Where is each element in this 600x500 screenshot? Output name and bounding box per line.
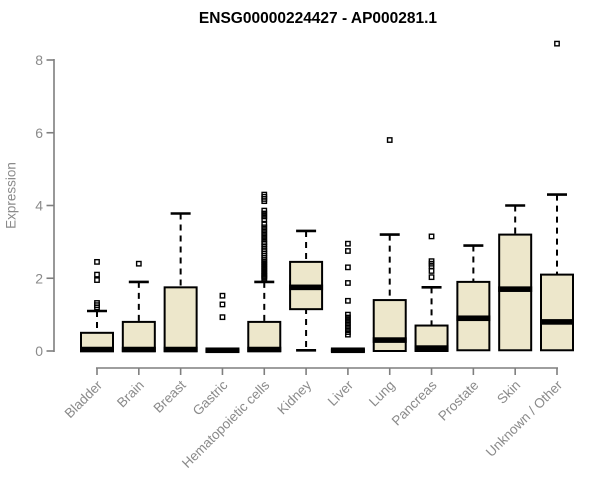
outlier-point (261, 233, 268, 239)
median-line (289, 284, 324, 291)
x-category-label: Unknown / Other (483, 377, 566, 460)
outlier-point (261, 227, 268, 234)
outlier-point (261, 221, 268, 228)
outlier-point (345, 317, 351, 324)
outlier-point (261, 207, 268, 214)
x-category-label: Breast (151, 377, 189, 415)
median-line (163, 346, 198, 353)
outlier-point (261, 230, 268, 237)
boxplot-hematopoietic-cells (247, 191, 282, 353)
y-tick-label: 6 (35, 125, 43, 141)
iqr-box (498, 233, 533, 352)
outlier-point (261, 210, 268, 217)
boxplot-liver (330, 240, 365, 354)
boxplot-skin (498, 204, 533, 352)
x-category-label: Brain (114, 378, 147, 411)
y-tick-label: 8 (35, 52, 43, 68)
iqr-box (163, 286, 198, 352)
median-line (498, 286, 533, 292)
outlier-point (261, 236, 268, 242)
outlier-point (554, 40, 560, 47)
outlier-point (345, 329, 351, 335)
boxplot-brain (121, 260, 156, 353)
outlier-point (345, 297, 351, 304)
median-line (205, 347, 240, 354)
median-line (330, 347, 365, 354)
outlier-point (345, 280, 351, 286)
outlier-point (219, 292, 226, 299)
outlier-point (94, 300, 100, 306)
boxplot-unknown-other (540, 40, 574, 352)
x-category-label: Gastric (190, 377, 231, 418)
median-line (414, 345, 449, 351)
outlier-point (261, 238, 268, 245)
boxplot-kidney (289, 229, 324, 352)
x-category-label: Prostate (435, 378, 481, 424)
outlier-point (219, 314, 226, 321)
outlier-point (261, 213, 268, 220)
boxplot-breast (163, 212, 198, 353)
iqr-box (247, 320, 282, 352)
outlier-point (94, 277, 100, 283)
x-category-label: Pancreas (389, 377, 440, 428)
outlier-point (261, 224, 268, 231)
outlier-point (345, 264, 351, 271)
iqr-box (121, 320, 156, 352)
outlier-point (135, 260, 142, 267)
outlier-point (94, 258, 100, 265)
outlier-point (428, 274, 435, 281)
median-line (247, 346, 282, 353)
x-category-label: Skin (494, 378, 523, 407)
outlier-point (94, 271, 100, 278)
x-category-label: Lung (366, 378, 398, 410)
median-line (80, 346, 114, 353)
outlier-point (386, 137, 393, 143)
boxplot-pancreas (414, 233, 449, 353)
outlier-point (219, 301, 226, 308)
outlier-point (345, 326, 351, 333)
x-category-label: Kidney (274, 377, 314, 417)
median-line (540, 319, 574, 325)
x-category-label: Liver (325, 377, 357, 409)
median-line (372, 337, 407, 343)
outlier-point (261, 191, 268, 198)
outlier-point (428, 258, 435, 265)
outlier-point (345, 240, 351, 247)
boxplot-gastric (205, 292, 240, 354)
y-axis: 0 2 4 6 8 (35, 52, 55, 359)
outlier-point (345, 320, 351, 327)
outlier-point (345, 311, 351, 318)
outlier-point (428, 268, 435, 274)
outlier-point (261, 216, 268, 223)
boxplot-prostate (456, 244, 491, 352)
median-line (121, 346, 156, 353)
iqr-box (540, 273, 574, 352)
y-tick-label: 2 (35, 270, 43, 286)
y-tick-label: 0 (35, 343, 43, 359)
x-category-label: Bladder (62, 377, 106, 421)
chart-title: ENSG00000224427 - AP000281.1 (198, 10, 438, 27)
outlier-point (345, 314, 351, 321)
outlier-point (345, 323, 351, 330)
boxplot-bladder (80, 258, 114, 353)
outlier-point (345, 248, 351, 254)
median-line (456, 315, 491, 322)
outlier-point (428, 233, 435, 240)
y-tick-label: 4 (35, 198, 43, 214)
boxplot-lung (372, 137, 407, 353)
iqr-box (372, 299, 407, 353)
